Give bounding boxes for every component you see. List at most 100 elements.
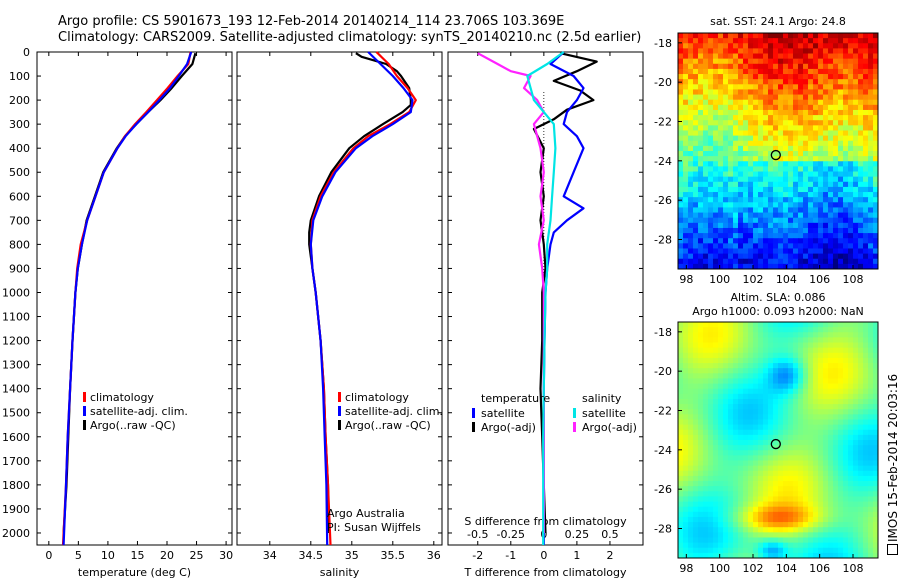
sst-map-cell [683, 53, 689, 60]
sla-map-cell [843, 496, 849, 502]
sst-map-cell [828, 63, 834, 70]
sla-map-cell [793, 368, 799, 374]
sst-map-cell [703, 130, 709, 137]
sla-map-cell [773, 455, 779, 461]
sst-map-cell [813, 263, 819, 269]
sst-map-cell [703, 176, 709, 183]
legend-salinity-label: Argo(-adj) [582, 421, 637, 434]
sla-map-cell [708, 496, 714, 502]
sst-map-cell [828, 58, 834, 65]
sla-map-cell [773, 419, 779, 426]
sst-map-cell [843, 227, 849, 234]
sla-map-ytick-label: -24 [654, 444, 672, 457]
sst-map-cell [783, 125, 789, 131]
sla-map-cell [688, 357, 694, 364]
sla-map-cell [718, 363, 724, 369]
sla-map-cell [678, 327, 684, 333]
sst-map-cell [828, 186, 834, 193]
sst-map-cell [813, 207, 819, 213]
sla-map-cell [683, 475, 689, 482]
sst-map-cell [823, 253, 829, 260]
sla-map-cell [828, 511, 834, 518]
sla-map-cell [743, 501, 749, 508]
sst-map-cell [843, 79, 849, 85]
sst-map-cell [683, 222, 689, 229]
sst-map-cell [798, 186, 804, 193]
sla-map-cell [818, 357, 824, 364]
sst-map-cell [863, 33, 869, 39]
sla-map-cell [758, 409, 764, 415]
sst-map-cell [773, 161, 779, 167]
sst-map-cell [743, 207, 749, 213]
sla-map-cell [808, 481, 814, 487]
sst-map-cell [808, 130, 814, 137]
sla-map-cell [783, 537, 789, 544]
sla-map-cell [783, 378, 789, 384]
sla-map-cell [778, 404, 784, 410]
sla-map-cell [858, 552, 864, 558]
sst-map-cell [683, 171, 689, 178]
sla-map-cell [803, 404, 809, 410]
sla-map-cell [848, 347, 854, 354]
sla-map-cell [758, 501, 764, 508]
sst-map-cell [703, 248, 709, 255]
sst-map-cell [843, 171, 849, 178]
sla-map-cell [768, 414, 774, 420]
sla-map-cell [858, 414, 864, 420]
sla-map-cell [748, 547, 754, 554]
sla-map-ytick-label: -26 [654, 483, 672, 496]
sst-map-cell [813, 171, 819, 178]
sla-map-cell [768, 475, 774, 482]
sla-map-cell [753, 445, 759, 451]
sst-map-cell [783, 84, 789, 90]
sla-map-cell [843, 547, 849, 554]
sst-map-cell [688, 63, 694, 70]
temperature-profile-xtick-label: 25 [190, 549, 204, 562]
sst-map-cell [853, 217, 859, 224]
sla-map-cell [708, 537, 714, 544]
sla-map-cell [728, 352, 734, 359]
sst-map-cell [818, 207, 824, 213]
sla-map-cell [748, 445, 754, 451]
sla-map-cell [763, 486, 769, 492]
sst-map-cell [803, 53, 809, 60]
sla-map-cell [823, 475, 829, 482]
sla-map-cell [733, 475, 739, 482]
sla-map-cell [688, 424, 694, 431]
sla-map-cell [753, 511, 759, 518]
sst-map-cell [698, 186, 704, 193]
sst-map-cell [748, 151, 754, 157]
sst-map-cell [678, 233, 684, 239]
sst-map-cell [848, 43, 854, 49]
sla-map-cell [848, 496, 854, 502]
sst-map-cell [688, 248, 694, 255]
sla-map-cell [783, 368, 789, 374]
sla-map-cell [728, 398, 734, 405]
sst-map-cell [783, 33, 789, 39]
sst-map-cell [843, 233, 849, 239]
sst-map-cell [868, 94, 874, 101]
sst-map-cell [823, 68, 829, 75]
sst-map-cell [728, 99, 734, 106]
sst-map-cell [748, 130, 754, 137]
sla-map-cell [873, 342, 878, 349]
sst-map-cell [868, 197, 874, 203]
depth-tick-label: 400 [9, 142, 30, 155]
sst-map-cell [773, 79, 779, 85]
sla-map-cell [783, 404, 789, 410]
sst-map-cell [868, 263, 874, 269]
sla-map-cell [733, 429, 739, 436]
sla-map-cell [803, 475, 809, 482]
sst-map-cell [828, 238, 834, 244]
sla-map-cell [873, 337, 878, 343]
sst-map-cell [718, 227, 724, 234]
sst-map-cell [808, 140, 814, 147]
sst-map-cell [733, 197, 739, 203]
sst-map-cell [778, 238, 784, 244]
sla-map-cell [718, 388, 724, 395]
sst-map-cell [783, 248, 789, 255]
sla-map-cell [763, 409, 769, 415]
sla-map-cell [693, 511, 699, 518]
sst-map-cell [728, 238, 734, 244]
depth-tick-label: 1000 [2, 286, 30, 299]
